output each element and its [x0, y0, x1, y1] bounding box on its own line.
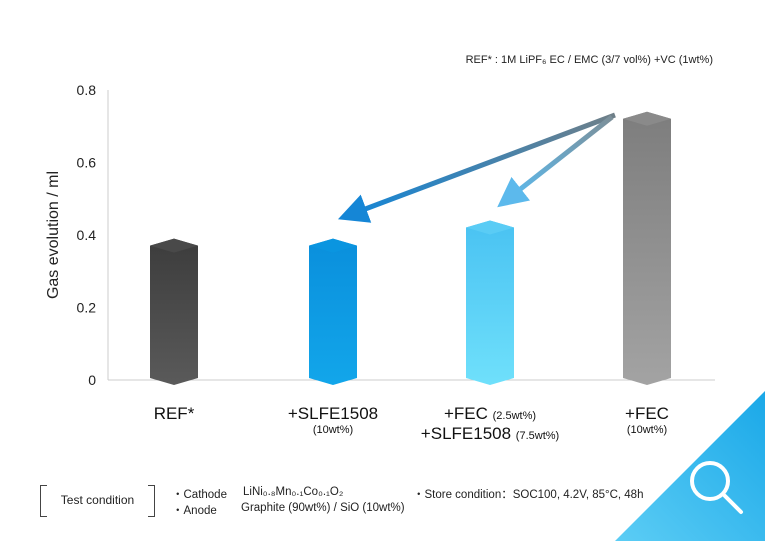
x-tick-main: REF*: [153, 404, 195, 423]
x-tick-main: +SLFE1508: [420, 424, 516, 443]
arrow-to-fec-slfe1508: [497, 115, 614, 208]
left-bracket: [40, 485, 47, 517]
x-tick-line: +SLFE1508: [243, 404, 423, 424]
x-tick-line: +FEC (2.5wt%): [400, 404, 580, 424]
x-tick-line: +FEC: [557, 404, 737, 424]
bar: [150, 238, 198, 385]
store-condition: ・Store condition：SOC100, 4.2V, 85°C, 48h: [413, 489, 644, 501]
test-condition-box: Test condition: [40, 485, 155, 517]
x-tick-sub: (7.5wt%): [515, 430, 560, 442]
bar: [466, 220, 514, 385]
x-tick-main: +FEC: [625, 404, 669, 423]
zoom-corner[interactable]: [615, 391, 765, 541]
y-tick-label: 0.6: [77, 155, 97, 171]
x-tick-sub: (10wt%): [626, 424, 668, 436]
x-tick-label: +FEC (10wt%): [557, 404, 737, 436]
y-tick-label: 0: [88, 372, 96, 388]
right-bracket: [148, 485, 155, 517]
search-icon[interactable]: [690, 461, 743, 514]
x-tick-label: REF*: [84, 404, 264, 424]
x-tick-line: +SLFE1508 (7.5wt%): [400, 424, 580, 444]
y-tick-label: 0.4: [77, 227, 97, 243]
bar: [309, 238, 357, 385]
x-tick-main: +FEC: [443, 404, 493, 423]
x-tick-label: +FEC (2.5wt%) +SLFE1508 (7.5wt%): [400, 404, 580, 444]
x-tick-label: +SLFE1508 (10wt%): [243, 404, 423, 436]
y-tick-label: 0.8: [77, 82, 97, 98]
x-tick-sub: (10wt%): [312, 424, 354, 436]
bar-cap: [623, 111, 671, 126]
y-tick-label: 0.2: [77, 300, 97, 316]
x-tick-line: REF*: [84, 404, 264, 424]
x-tick-sub: (2.5wt%): [492, 410, 537, 422]
anode-value: Graphite (90wt%) / SiO (10wt%): [241, 502, 405, 514]
bar-cap: [466, 220, 514, 235]
bar-cap: [150, 238, 198, 253]
y-axis-label: Gas evolution / ml: [45, 171, 62, 299]
bar: [623, 111, 671, 385]
cathode-label: ・Cathode: [172, 489, 227, 501]
cathode-value: LiNi₀.₈Mn₀.₁Co₀.₁O₂: [243, 486, 344, 498]
arrow-to-slfe1508: [337, 112, 616, 223]
x-tick-main: +SLFE1508: [287, 404, 379, 423]
anode-label: ・Anode: [172, 505, 217, 517]
test-condition-label: Test condition: [60, 493, 135, 507]
ref-note: REF* : 1M LiPF₆ EC / EMC (3/7 vol%) +VC …: [466, 54, 713, 66]
bar-cap: [309, 238, 357, 253]
